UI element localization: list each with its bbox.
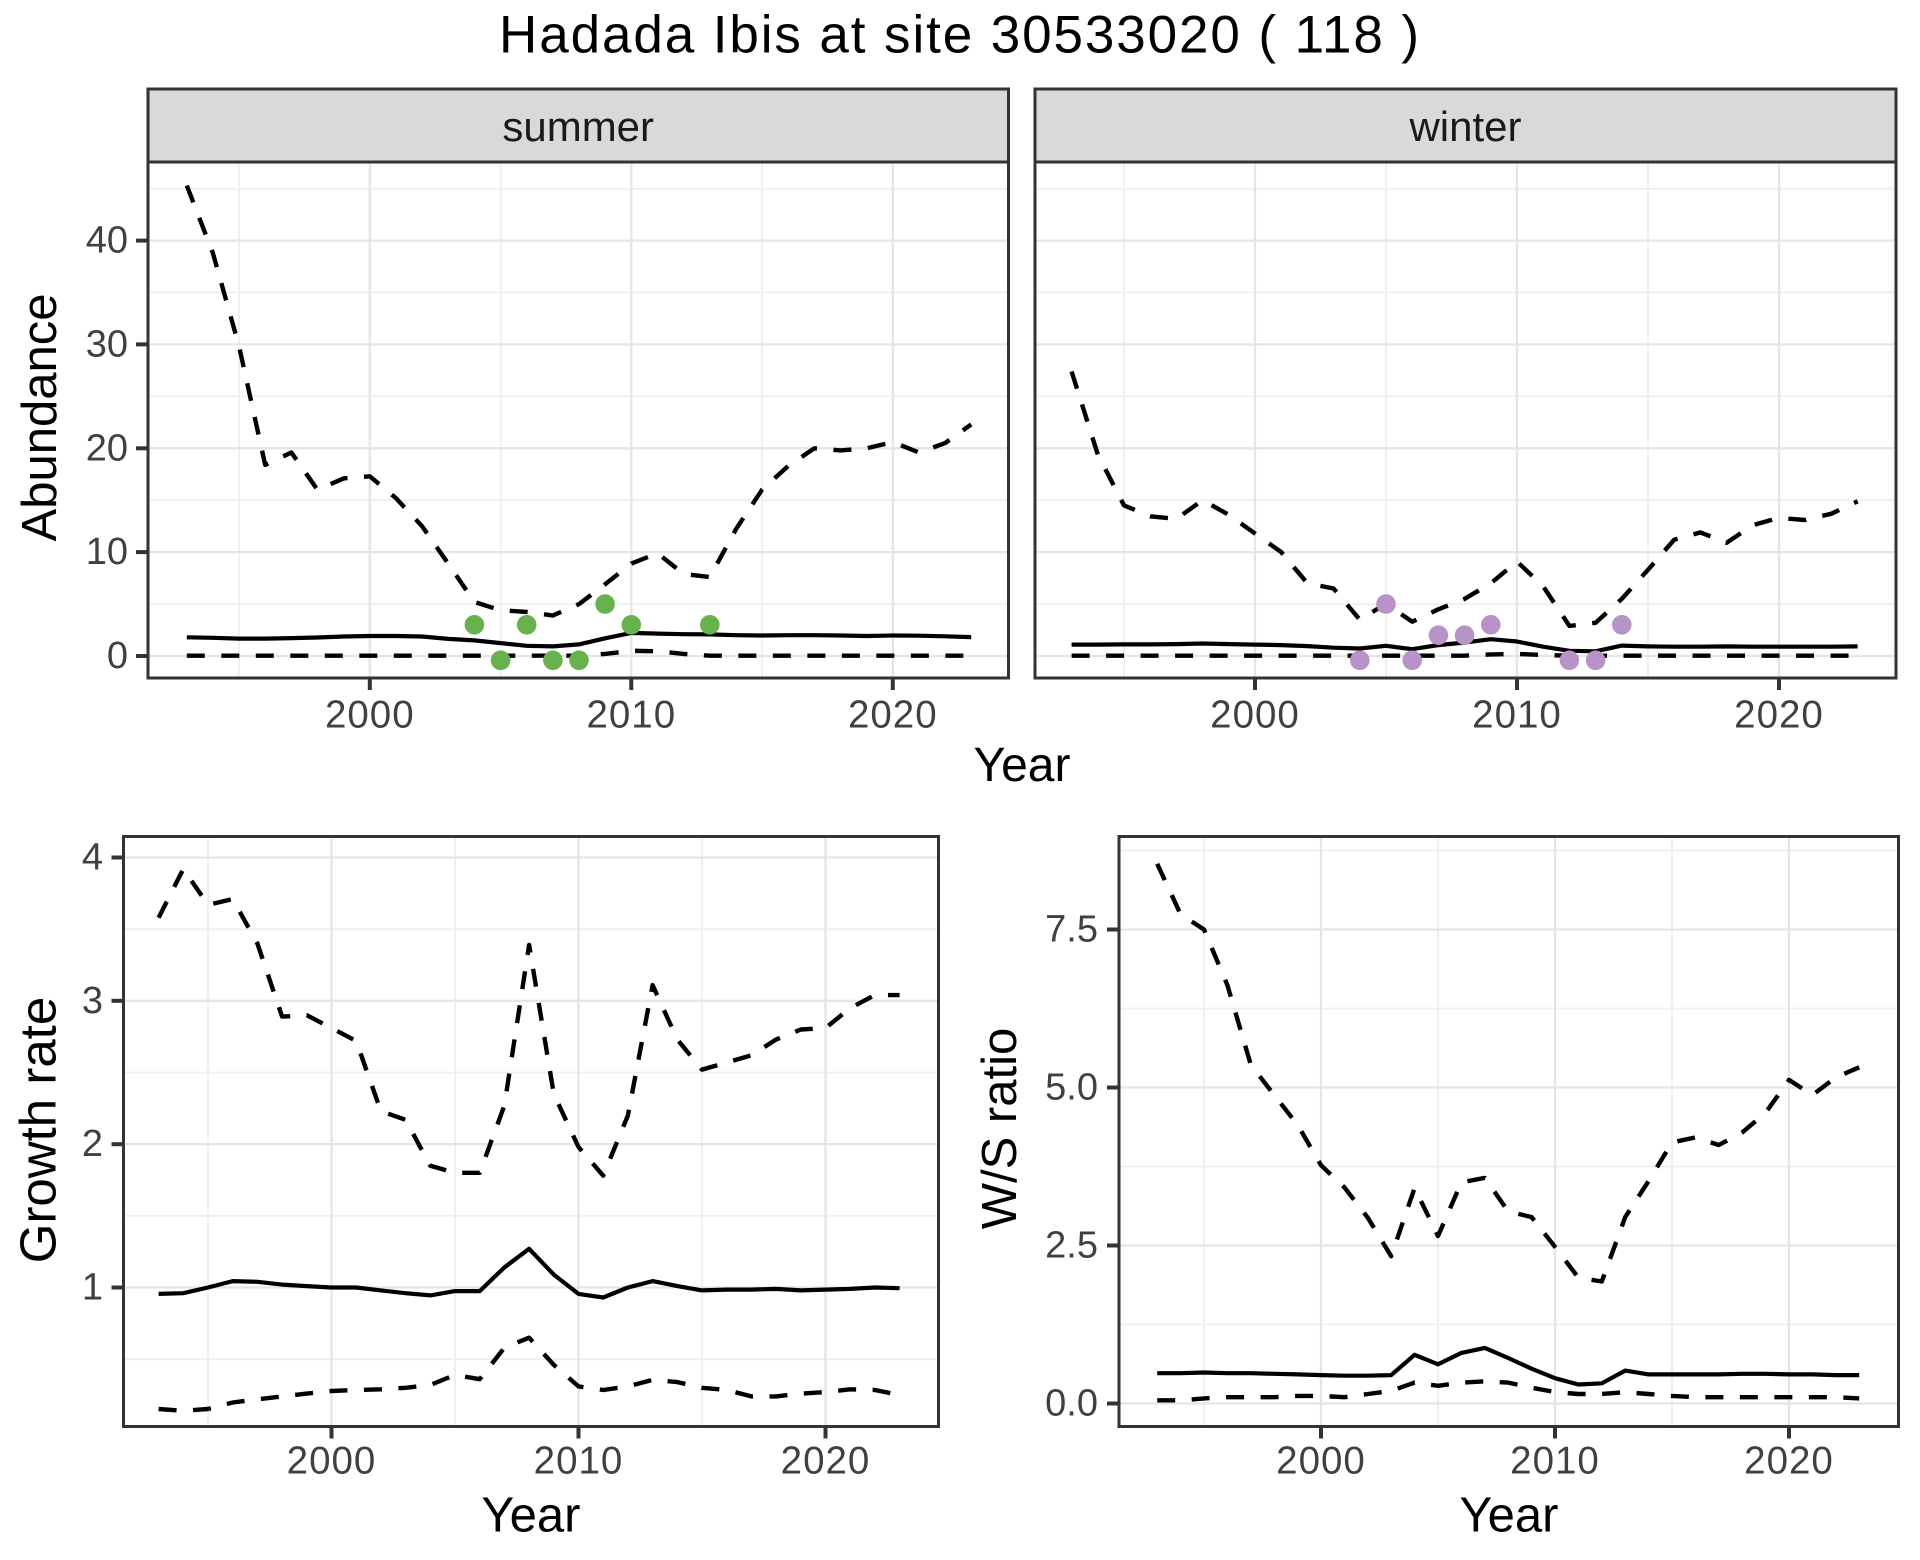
svg-text:5.0: 5.0 bbox=[1045, 1067, 1098, 1109]
svg-text:Abundance: Abundance bbox=[13, 294, 67, 542]
svg-text:Year: Year bbox=[1459, 1489, 1558, 1543]
svg-text:2020: 2020 bbox=[781, 1440, 871, 1483]
svg-text:2020: 2020 bbox=[1734, 694, 1824, 737]
svg-text:winter: winter bbox=[1408, 103, 1521, 150]
svg-text:2020: 2020 bbox=[1744, 1440, 1834, 1483]
svg-text:1: 1 bbox=[82, 1267, 103, 1309]
svg-text:10: 10 bbox=[86, 531, 128, 573]
svg-text:Year: Year bbox=[974, 739, 1071, 792]
svg-text:7.5: 7.5 bbox=[1045, 909, 1098, 951]
svg-text:0.0: 0.0 bbox=[1045, 1383, 1098, 1425]
svg-text:Hadada Ibis at site 30533020 (: Hadada Ibis at site 30533020 ( 118 ) bbox=[499, 6, 1421, 65]
svg-text:2000: 2000 bbox=[1276, 1440, 1366, 1483]
svg-text:Growth rate: Growth rate bbox=[10, 997, 67, 1263]
svg-text:2: 2 bbox=[82, 1123, 103, 1165]
svg-text:2020: 2020 bbox=[848, 694, 938, 737]
svg-text:summer: summer bbox=[502, 103, 654, 150]
svg-text:2010: 2010 bbox=[1510, 1440, 1600, 1483]
svg-text:2000: 2000 bbox=[287, 1440, 377, 1483]
svg-text:2000: 2000 bbox=[325, 694, 415, 737]
svg-text:2010: 2010 bbox=[1472, 694, 1562, 737]
svg-text:0: 0 bbox=[107, 635, 128, 677]
svg-text:2000: 2000 bbox=[1210, 694, 1300, 737]
svg-text:Year: Year bbox=[481, 1489, 580, 1543]
svg-text:2010: 2010 bbox=[586, 694, 676, 737]
svg-text:W/S ratio: W/S ratio bbox=[973, 1028, 1027, 1229]
svg-text:4: 4 bbox=[82, 837, 103, 879]
svg-text:2.5: 2.5 bbox=[1045, 1225, 1098, 1267]
svg-text:40: 40 bbox=[86, 220, 128, 262]
svg-text:30: 30 bbox=[86, 323, 128, 365]
svg-text:3: 3 bbox=[82, 980, 103, 1022]
svg-text:2010: 2010 bbox=[534, 1440, 624, 1483]
svg-text:20: 20 bbox=[86, 427, 128, 469]
